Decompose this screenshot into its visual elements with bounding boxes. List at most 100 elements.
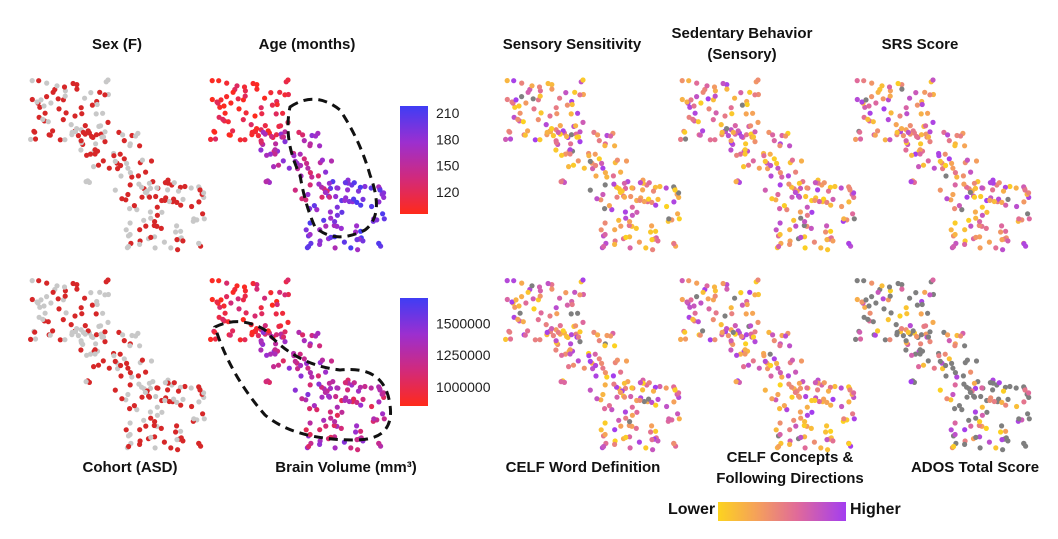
scatter-point bbox=[815, 187, 821, 193]
scatter-point bbox=[48, 100, 54, 106]
scatter-point bbox=[83, 379, 89, 385]
scatter-point bbox=[227, 132, 233, 138]
title-sedentary-line1: Sedentary Behavior bbox=[671, 25, 813, 42]
scatter-point bbox=[550, 133, 556, 139]
scatter-point bbox=[925, 358, 931, 364]
scatter-point bbox=[38, 297, 44, 303]
scatter-point bbox=[634, 209, 640, 215]
scatter-point bbox=[905, 129, 911, 135]
scatter-point bbox=[621, 394, 628, 400]
scatter-point bbox=[137, 143, 143, 149]
scatter-point bbox=[777, 182, 783, 188]
scatter-point bbox=[900, 133, 906, 139]
scatter-point bbox=[174, 399, 180, 405]
scatter-point bbox=[273, 341, 279, 347]
scatter-point bbox=[240, 117, 246, 123]
scatter-point bbox=[824, 223, 830, 229]
scatter-point bbox=[305, 191, 311, 198]
scatter-point bbox=[306, 443, 312, 450]
scatter-point bbox=[36, 78, 42, 84]
scatter-point bbox=[74, 86, 80, 92]
scatter-point bbox=[174, 199, 180, 205]
scatter-point bbox=[722, 313, 728, 319]
scatter-point bbox=[334, 185, 340, 191]
scatter-point bbox=[568, 311, 574, 317]
scatter-point bbox=[553, 138, 559, 144]
scatter-point bbox=[719, 329, 725, 335]
scatter-point bbox=[648, 429, 654, 435]
scatter-point bbox=[747, 289, 753, 295]
scatter-point bbox=[512, 104, 518, 110]
scatter-point bbox=[504, 278, 510, 284]
scatter-point bbox=[56, 306, 62, 312]
scatter-point bbox=[828, 428, 834, 434]
scatter-point bbox=[358, 202, 364, 208]
scatter-point bbox=[979, 212, 985, 218]
scatter-point bbox=[996, 396, 1002, 402]
scatter-point bbox=[351, 380, 357, 386]
scatter-point bbox=[752, 292, 758, 298]
scatter-point bbox=[771, 156, 777, 162]
legend-gradient bbox=[718, 502, 846, 521]
scatter-point bbox=[254, 86, 260, 92]
scatter-point bbox=[598, 427, 604, 433]
scatter-point bbox=[78, 105, 84, 111]
scatter-point bbox=[752, 129, 758, 135]
scatter-point bbox=[301, 156, 307, 162]
scatter-point bbox=[587, 358, 593, 364]
scatter-point bbox=[587, 187, 593, 193]
scatter-point bbox=[966, 417, 972, 423]
scatter-point bbox=[575, 134, 582, 140]
scatter-point bbox=[151, 422, 157, 429]
scatter-point bbox=[339, 409, 345, 415]
scatter-point bbox=[333, 393, 339, 400]
scatter-point bbox=[913, 90, 919, 96]
scatter-point bbox=[828, 202, 834, 208]
scatter-point bbox=[646, 380, 652, 386]
scatter-point bbox=[899, 326, 905, 332]
scatter-point bbox=[700, 289, 706, 295]
scatter-point bbox=[369, 203, 375, 210]
scatter-point bbox=[137, 227, 143, 233]
scatter-point bbox=[818, 245, 824, 251]
scatter-point bbox=[865, 316, 871, 322]
scatter-point bbox=[182, 183, 188, 190]
scatter-point bbox=[269, 302, 275, 308]
scatter-point bbox=[616, 417, 622, 423]
scatter-point bbox=[216, 278, 222, 284]
scatter-point bbox=[586, 153, 592, 159]
scatter-point bbox=[37, 304, 43, 310]
scatter-point bbox=[809, 409, 815, 415]
scatter-point bbox=[869, 294, 875, 300]
scatter-point bbox=[961, 381, 967, 387]
scatter-point bbox=[804, 412, 810, 418]
scatter-point bbox=[777, 206, 783, 212]
scatter-celf-concepts bbox=[678, 277, 857, 453]
scatter-point bbox=[380, 411, 386, 417]
scatter-point bbox=[599, 360, 605, 366]
scatter-point bbox=[952, 231, 958, 238]
scatter-point bbox=[543, 322, 549, 328]
scatter-point bbox=[322, 189, 328, 195]
scatter-point bbox=[29, 296, 35, 303]
scatter-point bbox=[131, 403, 137, 409]
scatter-point bbox=[162, 180, 168, 186]
scatter-cohort bbox=[28, 277, 207, 453]
scatter-point bbox=[650, 188, 657, 194]
scatter-point bbox=[601, 443, 607, 450]
scatter-point bbox=[612, 441, 618, 447]
scatter-point bbox=[70, 280, 76, 287]
scatter-point bbox=[148, 434, 154, 440]
scatter-point bbox=[781, 203, 787, 209]
scatter-point bbox=[1000, 388, 1007, 394]
scatter-point bbox=[777, 231, 783, 238]
scatter-point bbox=[563, 290, 569, 296]
scatter-point bbox=[143, 423, 149, 429]
scatter-point bbox=[602, 431, 608, 438]
scatter-point bbox=[1005, 196, 1011, 202]
scatter-point bbox=[358, 402, 364, 408]
scatter-point bbox=[327, 409, 333, 415]
scatter-point bbox=[793, 423, 799, 429]
scatter-point bbox=[887, 93, 893, 99]
scatter-point bbox=[623, 434, 629, 440]
